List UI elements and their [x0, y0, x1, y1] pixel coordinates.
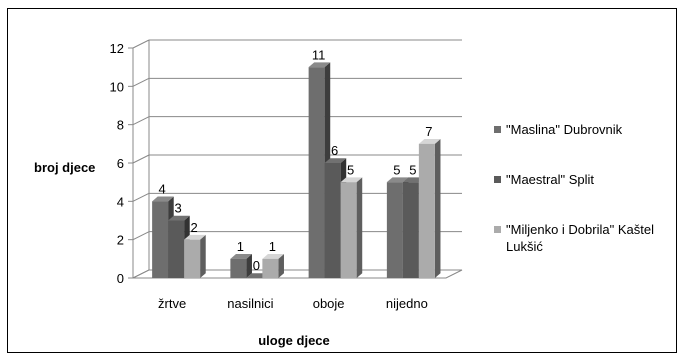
bar-front — [230, 258, 247, 278]
bar-front — [262, 258, 279, 278]
bar-front — [340, 182, 357, 278]
y-tick-label: 4 — [117, 194, 124, 209]
bar-top — [418, 139, 441, 144]
legend-label: "Maslina" Dubrovnik — [506, 122, 623, 137]
gridline-diagonal — [132, 192, 150, 202]
bar-top — [152, 196, 174, 202]
gridline-diagonal — [132, 231, 150, 241]
bar-top — [340, 177, 363, 183]
legend-swatch — [494, 176, 501, 183]
legend-entry: "Maestral" Split — [494, 172, 594, 187]
bar-side — [200, 234, 206, 278]
bar — [184, 234, 206, 278]
x-tick-label: nijedno — [386, 296, 428, 311]
y-tick-label: 10 — [110, 79, 124, 94]
bar-side — [356, 177, 363, 278]
bar-top — [386, 177, 409, 183]
y-axis-label: broj djece — [34, 160, 95, 175]
bar-side — [434, 139, 441, 278]
y-tick-label: 12 — [110, 41, 124, 56]
legend-label: "Maestral" Split — [506, 172, 594, 187]
bar-front — [402, 182, 419, 278]
y-tick-label: 2 — [117, 233, 124, 248]
y-tick-label: 6 — [117, 156, 124, 171]
bar-front — [386, 182, 403, 278]
data-label: 1 — [237, 239, 244, 254]
gridline-diagonal — [132, 154, 150, 164]
bar-front — [418, 143, 435, 278]
y-tick-label: 8 — [117, 118, 124, 133]
bar-top — [262, 254, 284, 259]
bar-side — [246, 254, 252, 278]
bar — [262, 254, 284, 278]
bar-top — [308, 62, 331, 68]
data-label: 1 — [269, 239, 276, 254]
y-axis-ticks: 0 2 4 6 8 10 12 — [110, 41, 133, 286]
bar-side — [278, 254, 284, 278]
legend-label: "Miljenko i Dobrila" Kaštel Lukšić — [506, 222, 654, 254]
bar-front — [168, 220, 185, 278]
data-label: 5 — [409, 162, 416, 177]
bar-top — [230, 254, 252, 259]
bar-top — [168, 215, 190, 221]
bar-top — [324, 158, 347, 163]
data-label: 7 — [425, 124, 432, 139]
legend: "Maslina" Dubrovnik "Maestral" Split "Milj… — [494, 122, 654, 254]
y-tick-label: 0 — [117, 271, 124, 286]
bar — [418, 139, 441, 278]
gridline-diagonal — [132, 77, 150, 87]
x-axis-label: uloge djece — [258, 333, 330, 348]
x-tick-label: oboje — [313, 296, 345, 311]
x-tick-label: žrtve — [158, 296, 186, 311]
legend-swatch — [494, 226, 501, 233]
data-label: 5 — [393, 162, 400, 177]
x-tick-label: nasilnici — [227, 296, 273, 311]
bar — [340, 177, 363, 278]
data-label: 3 — [175, 201, 182, 216]
legend-swatch — [494, 126, 501, 133]
data-label: 2 — [191, 220, 198, 235]
bar-front — [308, 67, 325, 278]
chart-frame: 0 2 4 6 8 10 12 4 3 2 1 0 1 11 6 5 5 5 7 žrtve nasilnici ob… — [7, 8, 677, 353]
gridline-diagonal — [132, 116, 150, 126]
x-axis-ticks: žrtve nasilnici oboje nijedno — [158, 296, 428, 311]
bar-front — [152, 201, 169, 278]
data-label: 6 — [331, 143, 338, 158]
data-label: 0 — [253, 258, 260, 273]
data-label: 11 — [312, 47, 326, 62]
data-label: 5 — [347, 162, 354, 177]
bars — [152, 62, 441, 278]
bar-front — [324, 163, 341, 278]
legend-entry: "Miljenko i Dobrila" Kaštel Lukšić — [494, 222, 654, 254]
bar-top — [184, 234, 206, 240]
bar — [230, 254, 252, 278]
bar-front — [184, 239, 201, 278]
data-label: 4 — [159, 182, 166, 197]
legend-entry: "Maslina" Dubrovnik — [494, 122, 623, 137]
gridline-diagonal — [132, 39, 150, 49]
